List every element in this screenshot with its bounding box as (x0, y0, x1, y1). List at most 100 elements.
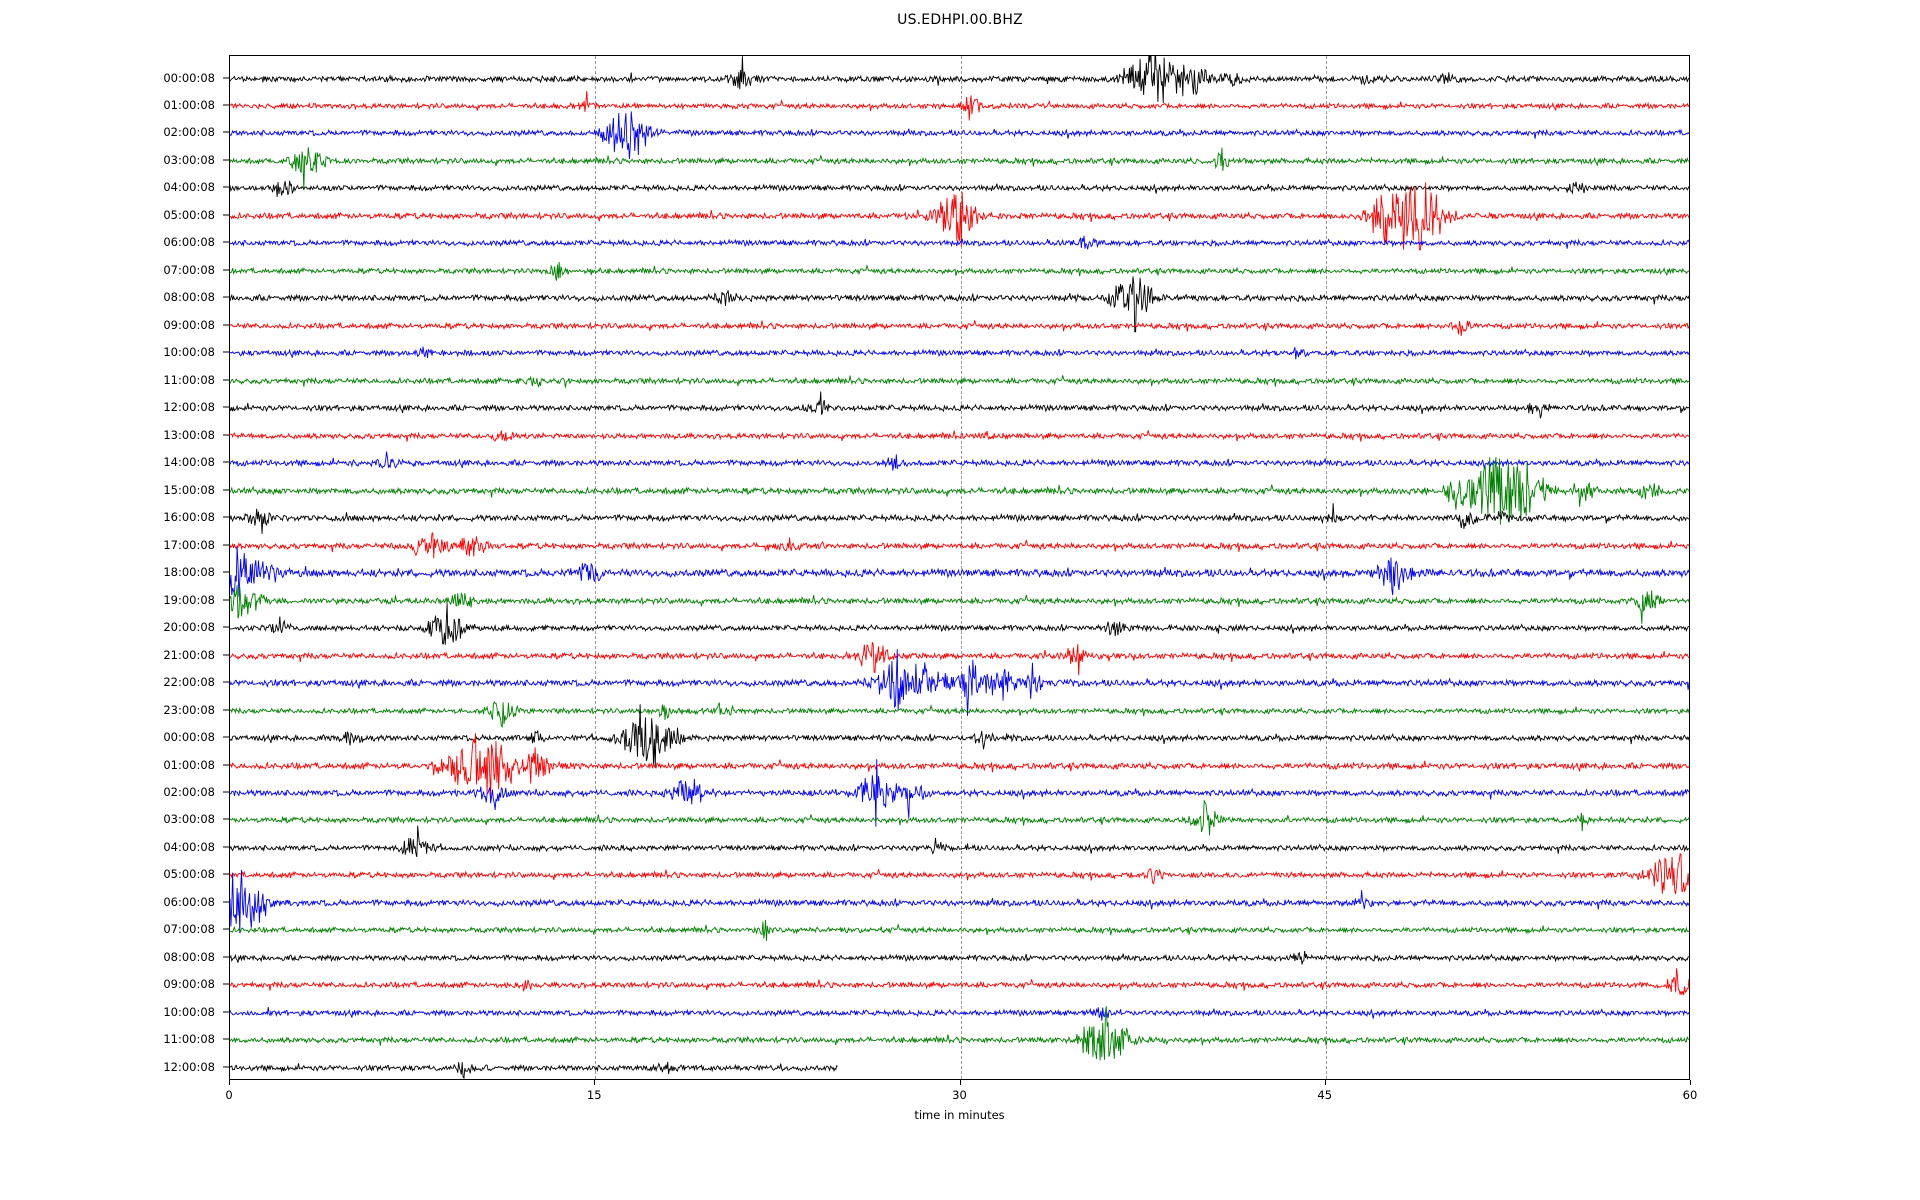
trace-line (230, 347, 1689, 360)
y-tick-mark (223, 736, 229, 738)
y-tick-label: 04:00:08 (163, 839, 215, 854)
y-tick-label: 15:00:08 (163, 482, 215, 497)
trace-line (230, 452, 1689, 471)
y-tick-label: 21:00:08 (163, 647, 215, 662)
trace-line (230, 1062, 838, 1078)
y-tick-label: 02:00:08 (163, 785, 215, 799)
y-tick-label: 14:00:08 (163, 455, 215, 470)
y-tick-label: 12:00:08 (163, 1059, 215, 1074)
x-tick-label: 30 (952, 1088, 967, 1102)
trace-line (230, 181, 1689, 197)
page-title: US.EDHPI.00.BHZ (897, 12, 1023, 28)
y-tick-mark (223, 544, 229, 546)
y-tick-label: 04:00:08 (163, 180, 215, 195)
y-tick-label: 01:00:08 (163, 98, 215, 112)
y-tick-label: 03:00:08 (163, 812, 215, 827)
trace-row (230, 299, 1689, 353)
trace-row (230, 189, 1689, 243)
y-tick-mark (223, 1066, 229, 1068)
y-tick-label: 19:00:08 (163, 592, 215, 607)
trace-row (230, 106, 1689, 160)
y-tick-label: 23:00:08 (163, 702, 215, 717)
trace-line (230, 1007, 1689, 1021)
trace-row (230, 409, 1689, 463)
trace-line (230, 91, 1689, 120)
x-tick-mark (1324, 1080, 1326, 1085)
trace-line (230, 826, 1689, 857)
trace-row (230, 821, 1689, 875)
y-tick-label: 13:00:08 (163, 427, 215, 442)
x-tick-mark (959, 1080, 961, 1085)
trace-line (230, 392, 1689, 419)
trace-line (230, 533, 1689, 558)
trace-row (230, 519, 1689, 573)
x-axis-label: time in minutes (914, 1108, 1005, 1122)
y-tick-mark (223, 131, 229, 133)
trace-row (230, 1013, 1689, 1067)
y-tick-mark (223, 269, 229, 271)
y-tick-label: 09:00:08 (163, 977, 215, 992)
y-tick-mark (223, 516, 229, 518)
trace-row (230, 766, 1689, 820)
trace-line (230, 56, 1689, 102)
y-tick-mark (223, 324, 229, 326)
trace-row (230, 216, 1689, 270)
gridline-30 (960, 56, 962, 1079)
trace-row (230, 986, 1689, 1040)
y-tick-mark (223, 1038, 229, 1040)
y-tick-mark (223, 104, 229, 106)
x-tick-label: 15 (586, 1088, 602, 1102)
trace-line (230, 951, 1689, 964)
y-tick-mark (223, 654, 229, 656)
y-tick-label: 09:00:08 (163, 317, 215, 332)
trace-row (230, 79, 1689, 133)
x-tick-mark (1690, 1080, 1691, 1085)
y-tick-mark (223, 901, 229, 903)
trace-line (230, 112, 1689, 160)
y-tick-label: 17:00:08 (163, 537, 215, 552)
trace-row (230, 739, 1689, 793)
trace-line (230, 457, 1689, 525)
y-tick-mark (223, 406, 229, 408)
trace-row (230, 271, 1689, 325)
trace-line (230, 1007, 1689, 1061)
y-tick-mark (223, 599, 229, 601)
trace-line (230, 585, 1689, 624)
trace-line (230, 642, 1689, 675)
trace-line (230, 870, 1689, 933)
trace-row (230, 381, 1689, 435)
trace-row (230, 546, 1689, 600)
y-tick-label: 11:00:08 (163, 372, 215, 387)
y-tick-label: 03:00:08 (163, 152, 215, 167)
trace-line (230, 277, 1689, 332)
trace-row (230, 876, 1689, 930)
x-tick-mark (594, 1080, 596, 1085)
y-tick-mark (223, 77, 229, 79)
y-tick-label: 12:00:08 (163, 400, 215, 415)
y-tick-label: 05:00:08 (163, 207, 215, 222)
trace-line (230, 702, 1689, 727)
y-tick-label: 07:00:08 (163, 922, 215, 937)
y-tick-mark (223, 296, 229, 298)
trace-line (230, 603, 1689, 644)
trace-row (230, 161, 1689, 215)
trace-line (230, 649, 1689, 716)
trace-row (230, 656, 1689, 710)
x-tick-label: 0 (225, 1088, 233, 1102)
y-tick-label: 01:00:08 (163, 757, 215, 772)
trace-row (230, 436, 1689, 490)
y-tick-label: 00:00:08 (163, 70, 215, 85)
trace-line (230, 547, 1689, 597)
trace-row (230, 134, 1689, 188)
y-tick-mark (223, 489, 229, 491)
trace-row (230, 629, 1689, 683)
y-tick-mark (223, 186, 229, 188)
y-tick-label: 00:00:08 (163, 730, 215, 745)
trace-line (230, 182, 1689, 250)
trace-row (230, 491, 1689, 545)
gridline-45 (1325, 56, 1327, 1079)
trace-line (230, 147, 1689, 190)
y-tick-mark (223, 983, 229, 985)
trace-row (230, 958, 1689, 1012)
